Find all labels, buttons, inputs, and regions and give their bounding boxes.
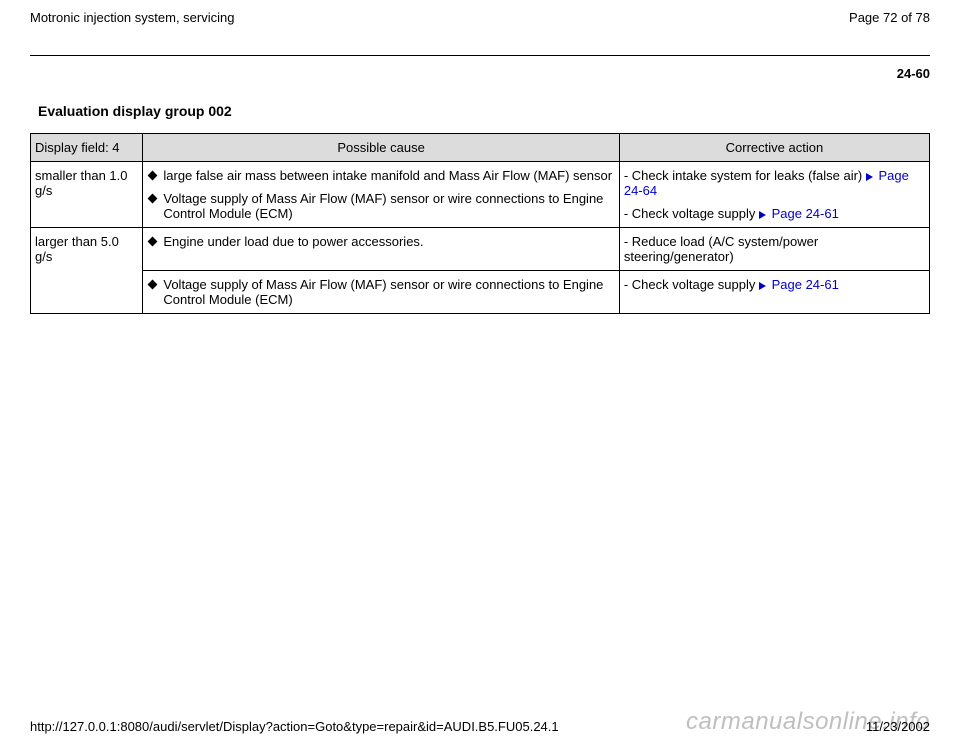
- action-item: - Reduce load (A/C system/power steering…: [624, 234, 925, 264]
- footer-date: 11/23/2002: [866, 719, 930, 734]
- display-field-cell-empty: [31, 271, 143, 314]
- corrective-action-cell: - Check intake system for leaks (false a…: [619, 162, 929, 228]
- corrective-action-cell: - Reduce load (A/C system/power steering…: [619, 228, 929, 271]
- diamond-bullet-icon: [148, 280, 158, 290]
- possible-cause-cell: Voltage supply of Mass Air Flow (MAF) se…: [143, 271, 619, 314]
- action-item: - Check voltage supply Page 24-61: [624, 206, 925, 221]
- action-item: - Check voltage supply Page 24-61: [624, 277, 925, 292]
- page-link[interactable]: Page 24-61: [772, 277, 839, 292]
- col-header-action: Corrective action: [619, 134, 929, 162]
- possible-cause-cell: large false air mass between intake mani…: [143, 162, 619, 228]
- bullet-item: Voltage supply of Mass Air Flow (MAF) se…: [147, 191, 614, 221]
- section-title: Evaluation display group 002: [38, 103, 930, 119]
- bullet-item: Engine under load due to power accessori…: [147, 234, 614, 249]
- footer-url: http://127.0.0.1:8080/audi/servlet/Displ…: [30, 719, 559, 734]
- page-header: Motronic injection system, servicing Pag…: [30, 10, 930, 27]
- action-item: - Check intake system for leaks (false a…: [624, 168, 925, 198]
- cause-text: Voltage supply of Mass Air Flow (MAF) se…: [163, 277, 614, 307]
- section-number: 24-60: [30, 66, 930, 81]
- col-header-cause: Possible cause: [143, 134, 619, 162]
- evaluation-table: Display field: 4 Possible cause Correcti…: [30, 133, 930, 314]
- possible-cause-cell: Engine under load due to power accessori…: [143, 228, 619, 271]
- cause-text: large false air mass between intake mani…: [163, 168, 614, 183]
- page-link[interactable]: Page 24-61: [772, 206, 839, 221]
- bullet-item: Voltage supply of Mass Air Flow (MAF) se…: [147, 277, 614, 307]
- table-row: larger than 5.0 g/s Engine under load du…: [31, 228, 930, 271]
- action-text: - Check voltage supply: [624, 206, 759, 221]
- display-field-cell: larger than 5.0 g/s: [31, 228, 143, 271]
- col-header-display: Display field: 4: [31, 134, 143, 162]
- diamond-bullet-icon: [148, 194, 158, 204]
- page-footer: http://127.0.0.1:8080/audi/servlet/Displ…: [30, 719, 930, 734]
- arrow-right-icon: [759, 211, 766, 219]
- arrow-right-icon: [759, 282, 766, 290]
- action-text: - Check intake system for leaks (false a…: [624, 168, 866, 183]
- action-text: - Check voltage supply: [624, 277, 759, 292]
- document-title: Motronic injection system, servicing: [30, 10, 234, 25]
- page-number-label: Page 72 of 78: [849, 10, 930, 25]
- cause-text: Voltage supply of Mass Air Flow (MAF) se…: [163, 191, 614, 221]
- arrow-right-icon: [866, 173, 873, 181]
- cause-text: Engine under load due to power accessori…: [163, 234, 614, 249]
- table-header-row: Display field: 4 Possible cause Correcti…: [31, 134, 930, 162]
- diamond-bullet-icon: [148, 237, 158, 247]
- corrective-action-cell: - Check voltage supply Page 24-61: [619, 271, 929, 314]
- header-divider: [30, 55, 930, 56]
- table-row: Voltage supply of Mass Air Flow (MAF) se…: [31, 271, 930, 314]
- diamond-bullet-icon: [148, 171, 158, 181]
- display-field-cell: smaller than 1.0 g/s: [31, 162, 143, 228]
- table-row: smaller than 1.0 g/s large false air mas…: [31, 162, 930, 228]
- bullet-item: large false air mass between intake mani…: [147, 168, 614, 183]
